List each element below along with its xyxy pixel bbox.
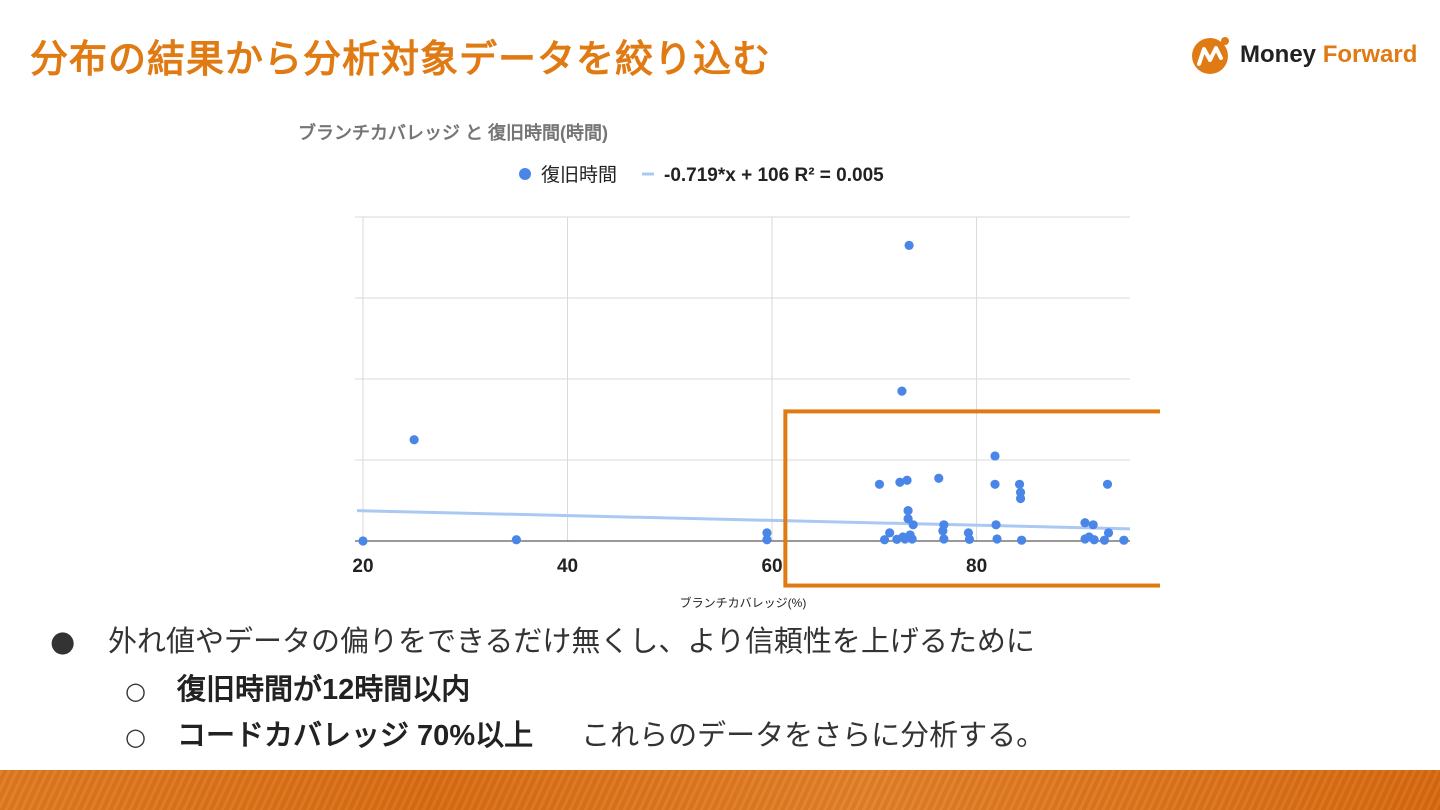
data-point [1119, 535, 1129, 545]
x-tick-label: 20 [352, 556, 373, 577]
data-point [895, 477, 905, 487]
data-point [874, 479, 885, 489]
bullet-marker: ● [50, 624, 76, 658]
highlight-box [783, 409, 1160, 588]
trendline [356, 509, 1131, 531]
data-point [1014, 479, 1025, 489]
x-tick-label: 80 [966, 556, 987, 577]
legend-marker-series [519, 168, 531, 180]
money-forward-logo: Money Forward [1190, 34, 1417, 76]
logo-text-forward: Forward [1322, 41, 1418, 68]
bullet-sub-2: ○ コードカバレッジ 70%以上 これらのデータをさらに分析する。 [125, 712, 1045, 754]
data-point [908, 520, 918, 530]
data-point [990, 479, 1000, 489]
data-point [1080, 518, 1090, 528]
bullet-sub-1: ○ 復旧時間が12時間以内 [125, 666, 470, 708]
data-point [1089, 535, 1099, 545]
bullet-main-text: 外れ値やデータの偏りをできるだけ無くし、より信頼性を上げるために [108, 624, 1035, 658]
data-point [409, 435, 419, 445]
chart-title: ブランチカバレッジ と 復旧時間(時間) [298, 122, 608, 143]
data-point [934, 473, 944, 483]
data-point [907, 534, 917, 544]
data-point [762, 528, 772, 538]
data-point [358, 536, 368, 546]
data-point [903, 514, 913, 524]
bullet-main: ● 外れ値やデータの偏りをできるだけ無くし、より信頼性を上げるために [50, 618, 1035, 660]
data-point [1016, 535, 1027, 545]
data-point [992, 534, 1002, 544]
scatter-chart: ブランチカバレッジ と 復旧時間(時間) 復旧時間 -0.719*x + 106 R… [298, 122, 1160, 610]
data-point [939, 520, 949, 530]
data-point [762, 535, 772, 545]
x-tick-label: 40 [557, 556, 578, 577]
legend-label-series: 復旧時間 [541, 164, 617, 186]
logo-text-money: Money [1240, 41, 1317, 68]
data-point [904, 240, 914, 250]
data-point [1102, 479, 1113, 489]
data-point [879, 535, 890, 545]
data-point [1099, 535, 1110, 545]
data-point [990, 451, 1000, 461]
money-forward-logo-icon [1192, 37, 1229, 74]
data-point [902, 475, 912, 485]
x-axis-label: ブランチカバレッジ(%) [680, 595, 807, 610]
slide-title: 分布の結果から分析対象データを絞り込む [30, 37, 772, 81]
bullet-sub-2-bold-text: コードカバレッジ 70%以上 [177, 720, 534, 752]
bullet-sub-1-text: 復旧時間が12時間以内 [177, 674, 471, 706]
data-point [1103, 528, 1114, 538]
x-tick-label: 60 [761, 556, 782, 577]
sub-bullet-marker: ○ [125, 677, 146, 705]
data-point [903, 506, 913, 516]
data-point [964, 534, 975, 544]
footer-band [0, 770, 1440, 810]
data-point [897, 386, 907, 396]
data-point [939, 534, 949, 544]
sub-bullet-marker: ○ [125, 723, 146, 751]
bullet-sub-2-text: これらのデータをさらに分析する。 [581, 718, 1046, 752]
data-point [991, 520, 1001, 530]
data-point [511, 535, 521, 545]
data-point [1015, 493, 1026, 504]
data-point [1088, 520, 1098, 530]
legend-label-trendline: -0.719*x + 106 R² = 0.005 [664, 165, 884, 186]
data-point [885, 528, 895, 538]
